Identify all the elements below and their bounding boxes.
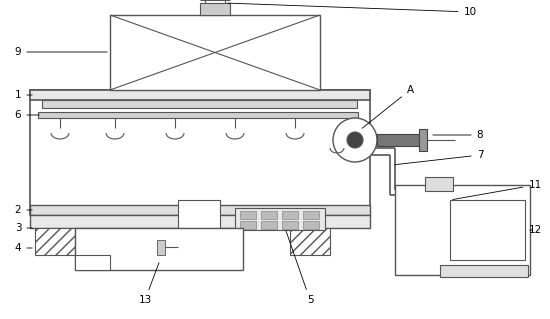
Bar (290, 228, 330, 255)
Bar (75, 228, 243, 270)
Circle shape (333, 118, 377, 162)
Bar (42, 100, 357, 108)
Bar (157, 240, 165, 255)
Text: 13: 13 (139, 263, 159, 305)
Bar (38, 112, 358, 118)
Text: 3: 3 (15, 223, 32, 233)
Bar (282, 211, 298, 219)
Bar (395, 185, 530, 275)
Bar (30, 205, 370, 215)
Text: 12: 12 (529, 225, 542, 235)
Bar (235, 208, 325, 230)
Text: 10: 10 (228, 3, 476, 17)
Text: 1: 1 (15, 90, 32, 100)
Text: 7: 7 (395, 150, 483, 165)
Bar (110, 15, 320, 90)
Bar (35, 228, 75, 255)
Bar (377, 134, 419, 146)
Bar (178, 200, 220, 228)
Bar (30, 90, 370, 215)
Circle shape (347, 132, 363, 148)
Bar (450, 200, 525, 260)
Bar (261, 211, 277, 219)
Text: 8: 8 (433, 130, 483, 140)
Text: 6: 6 (15, 110, 39, 120)
Bar (240, 211, 256, 219)
Bar (303, 221, 319, 229)
Text: A: A (362, 85, 414, 128)
Text: 2: 2 (15, 205, 32, 215)
Text: 11: 11 (453, 180, 542, 199)
Bar (303, 211, 319, 219)
Text: 4: 4 (15, 243, 32, 253)
Bar (282, 221, 298, 229)
Text: 9: 9 (15, 47, 107, 57)
Bar (261, 221, 277, 229)
Bar (440, 265, 528, 277)
Bar (30, 215, 370, 228)
Bar (200, 3, 230, 15)
Bar (30, 90, 370, 100)
Bar (240, 221, 256, 229)
Text: 5: 5 (286, 231, 313, 305)
Bar (425, 177, 453, 191)
Bar (419, 129, 427, 151)
Bar (75, 255, 110, 270)
